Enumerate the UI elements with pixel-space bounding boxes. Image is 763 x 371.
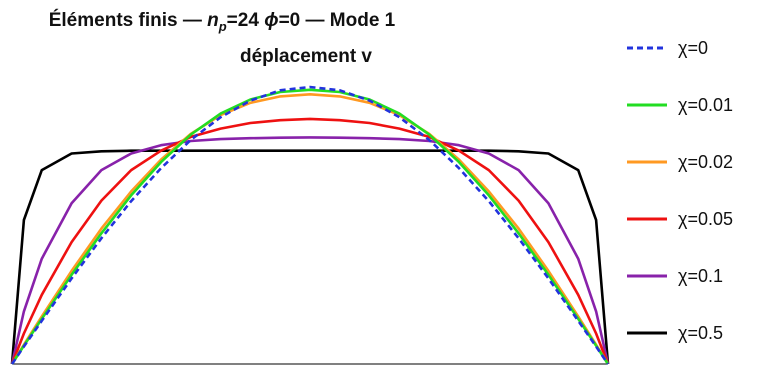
subtitle: déplacement v xyxy=(240,46,372,67)
legend-label-0: χ=0 xyxy=(678,38,708,58)
title: Éléments finis — np=24 ϕ=0 — Mode 1 xyxy=(49,9,396,34)
series-line-1 xyxy=(10,88,610,365)
title-text-c: =0 — Mode 1 xyxy=(279,10,396,31)
series-line-2 xyxy=(10,93,610,365)
legend-item-0: χ=0 xyxy=(627,38,708,58)
legend-label-4: χ=0.1 xyxy=(678,266,723,286)
legend-label-1: χ=0.01 xyxy=(678,95,733,115)
title-n: n xyxy=(207,10,219,31)
legend-item-5: χ=0.5 xyxy=(627,323,723,343)
title-text-a: Éléments finis — xyxy=(49,9,207,31)
legend-item-3: χ=0.05 xyxy=(627,209,733,229)
svg-text:Éléments finis — np=24 ϕ=0: Éléments finis — np=24 ϕ=0 — Mode 1 xyxy=(49,9,396,34)
legend-item-2: χ=0.02 xyxy=(627,152,733,172)
legend-label-2: χ=0.02 xyxy=(678,152,733,172)
series-line-5 xyxy=(10,149,610,365)
title-p: p xyxy=(218,19,227,34)
legend-label-5: χ=0.5 xyxy=(678,323,723,343)
legend: χ=0 χ=0.01 χ=0.02 χ=0.05 χ=0.1 χ=0.5 xyxy=(627,38,733,343)
legend-label-3: χ=0.05 xyxy=(678,209,733,229)
plot-area xyxy=(10,85,610,365)
title-phi: ϕ xyxy=(264,10,278,31)
legend-item-4: χ=0.1 xyxy=(627,266,723,286)
legend-item-1: χ=0.01 xyxy=(627,95,733,115)
series-line-0 xyxy=(10,85,610,365)
title-text-b: =24 xyxy=(227,10,265,31)
series-line-4 xyxy=(10,136,610,365)
series-line-3 xyxy=(10,117,610,365)
